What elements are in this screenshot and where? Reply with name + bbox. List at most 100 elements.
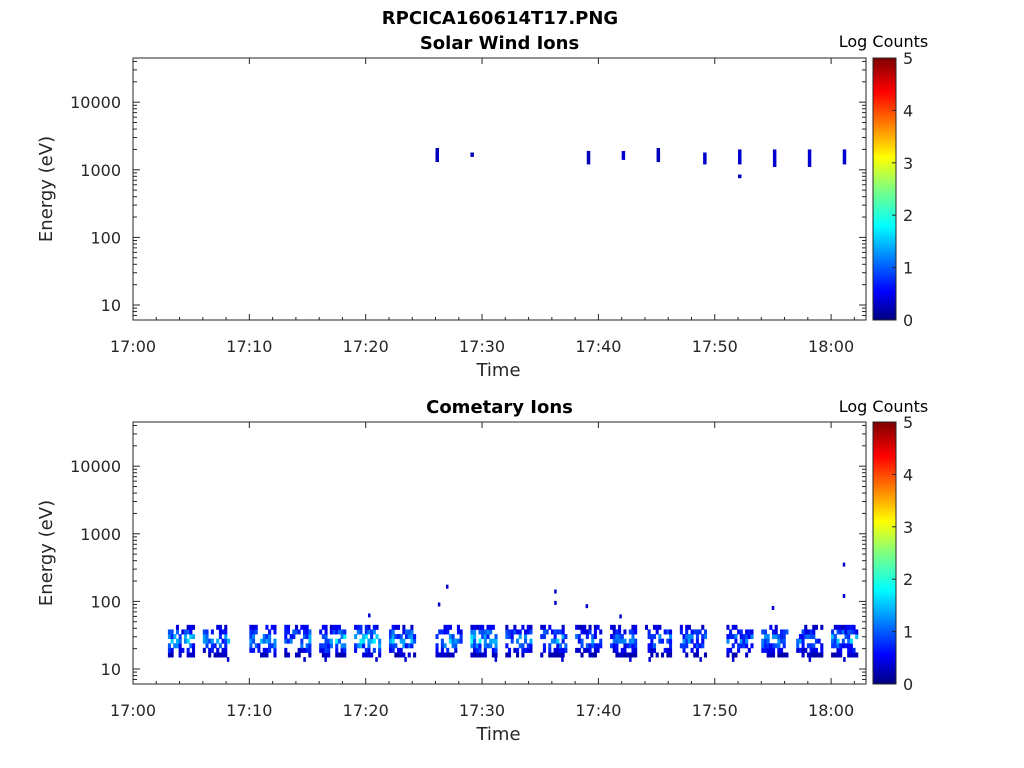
data-cell <box>302 634 307 640</box>
data-cell <box>470 643 474 649</box>
data-cell <box>443 652 447 658</box>
data-cell <box>262 652 266 658</box>
data-cell <box>564 634 568 640</box>
data-cell <box>593 634 597 640</box>
data-cell <box>507 634 512 640</box>
data-cell <box>687 624 691 630</box>
data-cell <box>438 629 442 635</box>
data-cell <box>628 643 632 649</box>
data-cell <box>593 647 597 653</box>
data-cell <box>321 643 325 649</box>
data-cell <box>494 652 498 658</box>
data-cell <box>388 634 393 640</box>
data-cell <box>763 647 768 653</box>
x-tick-label: 17:10 <box>226 337 272 356</box>
data-cell <box>210 629 214 635</box>
data-cell <box>801 643 805 649</box>
data-cell <box>289 638 293 644</box>
data-cell <box>631 643 635 649</box>
data-cell <box>612 643 616 649</box>
data-cell <box>510 638 514 644</box>
data-cell <box>561 657 564 662</box>
data-cell <box>324 634 328 640</box>
data-cell <box>583 629 587 635</box>
data-cell <box>513 629 517 635</box>
data-cell <box>451 652 455 658</box>
data-cell <box>221 652 225 658</box>
data-cell <box>372 638 376 644</box>
data-cell <box>407 643 411 649</box>
data-cell <box>364 652 368 658</box>
data-cell <box>593 624 597 630</box>
data-cell <box>375 657 378 662</box>
data-cell <box>666 652 670 658</box>
y-tick-label: 1000 <box>80 161 121 180</box>
data-cell <box>273 643 277 649</box>
data-cell <box>729 629 733 635</box>
data-cell <box>734 638 738 644</box>
data-cell <box>685 638 689 644</box>
data-cell <box>396 634 401 640</box>
data-cell <box>734 652 738 658</box>
data-cell <box>663 647 667 653</box>
data-cell <box>729 634 733 640</box>
data-cell <box>847 643 851 649</box>
data-cell <box>801 652 805 658</box>
data-cell <box>218 634 222 640</box>
data-cell <box>359 629 363 635</box>
data-cell <box>321 624 325 630</box>
data-cell <box>260 638 264 644</box>
data-cell <box>478 652 482 658</box>
data-cell <box>249 647 253 653</box>
data-cell <box>208 652 212 658</box>
data-cell <box>262 647 266 653</box>
data-cell <box>766 647 770 653</box>
data-cell <box>372 647 376 653</box>
data-cell <box>257 643 261 649</box>
data-cell <box>575 624 579 630</box>
data-cell <box>483 643 487 649</box>
data-cell <box>478 629 482 635</box>
data-cell <box>588 624 592 630</box>
data-cell <box>558 647 563 653</box>
data-cell <box>252 638 256 644</box>
data-cell <box>475 624 479 630</box>
data-cell <box>782 629 786 635</box>
data-cell <box>629 657 632 662</box>
data-cell <box>507 652 512 658</box>
data-cell <box>529 638 533 644</box>
data-cell <box>224 643 228 649</box>
data-cell <box>575 647 579 653</box>
data-cell <box>410 638 414 644</box>
data-cell <box>475 643 479 649</box>
data-cell <box>652 647 657 653</box>
data-cell <box>268 643 272 649</box>
data-cell <box>542 643 546 649</box>
data-cell <box>191 643 196 649</box>
data-cell <box>410 624 414 630</box>
data-cell <box>367 643 371 649</box>
data-cell <box>619 614 622 619</box>
data-cell <box>690 634 694 640</box>
data-cell <box>644 624 649 630</box>
data-cell <box>268 647 272 653</box>
data-cell <box>548 647 552 653</box>
data-cell <box>354 647 358 653</box>
data-cell <box>270 624 274 630</box>
data-cell <box>855 634 859 640</box>
data-cell <box>494 643 498 649</box>
data-cell <box>218 624 222 630</box>
data-cell <box>391 629 395 635</box>
data-cell <box>737 629 741 635</box>
data-cell <box>612 629 616 635</box>
data-cell <box>774 643 778 649</box>
data-cell <box>660 652 665 658</box>
data-cell <box>413 652 417 658</box>
data-cell <box>782 643 786 649</box>
data-cell <box>170 647 174 653</box>
data-cell <box>302 647 307 653</box>
data-cell <box>407 652 411 658</box>
data-cell <box>213 652 217 658</box>
data-cell <box>695 652 699 658</box>
y-tick-label: 10 <box>101 660 121 679</box>
